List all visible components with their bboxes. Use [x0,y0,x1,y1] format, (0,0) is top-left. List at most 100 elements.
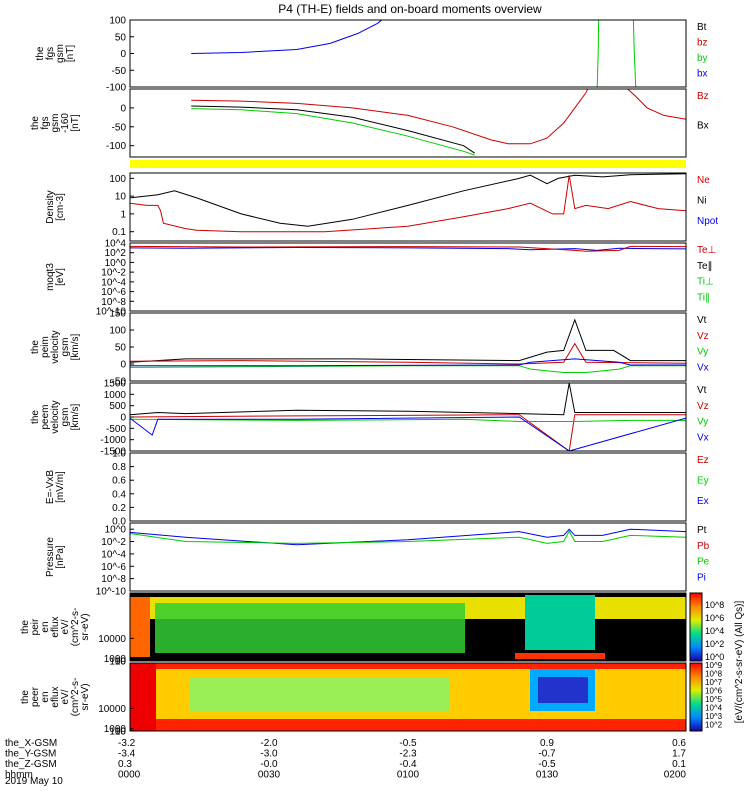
y-axis-label: eflux [50,686,61,707]
legend-label: Vx [697,432,709,443]
series-by-line [596,20,600,87]
y-axis-label: [km/s] [70,333,81,360]
y-axis-label: sr-eV) [80,613,91,640]
y-axis-label: eV/ [60,689,71,704]
y-tick-label: 100 [109,174,126,185]
y-tick-label: 0.1 [112,227,126,238]
y-tick-label: 10 [115,656,127,667]
x-axis-row-label: the_X-GSM [5,738,57,749]
series-red-line [626,89,686,120]
series-ti-line [130,246,686,251]
y-tick-label: 0.8 [112,462,126,473]
x-axis-value: 0.3 [118,759,132,770]
series-pe-line [130,529,686,544]
y-tick-label: 10^-8 [101,574,126,585]
y-tick-label: 0.0 [112,517,126,528]
series-ne-line [130,175,686,233]
x-axis-value: 0130 [536,770,559,781]
y-axis-label: peir [30,618,41,635]
spectrogram-band-edge [130,663,156,731]
x-axis-value: 1.7 [672,749,686,760]
series-group-pressure [130,528,686,546]
colorbar-tick-label: 10^6 [705,613,724,623]
y-tick-label: 50 [115,343,127,354]
colorbar-top [689,592,703,662]
y-tick-label: 10^-2 [101,537,126,548]
spectrogram-band-mid [190,677,450,711]
legend-label: Vy [697,347,708,358]
series-vy-line [130,365,686,373]
series-vz-line [130,414,686,451]
y-tick-label: 1.0 [112,449,126,460]
legend-label: by [697,53,708,64]
colorbar-tick-label: 10^6 [705,687,723,696]
x-axis-value: -2.0 [260,738,278,749]
y-axis-label: (cm^2-s- [70,678,81,717]
series-group-fgs-gsm [191,20,637,87]
x-axis-value: -0.7 [538,749,556,760]
colorbar-tick-label: 10^4 [705,704,723,713]
y-tick-label: 10000 [98,634,126,645]
y-tick-label: 10^-10 [96,587,127,598]
series-bx-line [191,20,383,54]
y-axis-label: the [30,340,41,354]
y-tick-label: 0.2 [112,503,126,514]
y-axis-label: (cm^2-s- [70,608,81,647]
colorbar-tick-label: 10^5 [705,695,723,704]
legend-label: Te⊥ [697,245,716,256]
series-by-line [632,20,637,87]
y-tick-label: 10^-6 [101,562,126,573]
colorbar-bottom [689,662,703,732]
legend-label: Ex [697,496,709,507]
series-group-peim-velocity [130,318,686,373]
y-tick-label: 0.6 [112,476,126,487]
y-tick-label: -50 [112,66,127,77]
y-axis-label: [nT] [70,114,81,131]
series-black-line [191,105,475,154]
y-tick-label: 10000 [98,704,126,715]
spectrogram-peer-en-eflux [130,663,686,731]
y-tick-label: -1000 [100,435,126,446]
y-tick-label: 100 [109,656,126,667]
panel-density: 100 10 1 0.1 Density [cm-3] Ne Ni Npot [45,172,718,242]
y-tick-label: 10^4 [105,239,127,250]
series-group-peem-velocity [130,383,686,451]
legend-label: Vt [697,385,707,396]
x-axis-value: -3.2 [118,738,136,749]
panel-frame [129,452,687,522]
x-axis-row-label: the_Z-GSM [5,759,57,770]
x-axis-value: -0.4 [399,759,417,770]
y-tick-label: 10^0 [105,258,127,269]
series-ni-line [130,173,686,227]
legend-label: Pi [697,572,706,583]
x-axis-row-label: hhmm [5,770,33,781]
spectrogram-band-active [525,595,595,650]
y-axis-label: en [40,691,51,702]
series-green-line [191,108,475,156]
y-axis-label: [nT] [65,45,76,62]
x-axis-value: 0030 [258,770,281,781]
y-axis-label: sr-eV) [80,683,91,710]
legend-label: bz [697,38,708,49]
y-tick-label: 10 [115,726,127,737]
y-tick-label: 0 [120,360,126,371]
x-axis-value: -2.3 [399,749,417,760]
y-axis-label: Density [45,190,56,223]
x-axis-value: 0.6 [672,738,686,749]
y-tick-label: 50 [115,32,127,43]
legend-label: Te∥ [697,261,713,272]
series-group-density [130,173,686,233]
y-tick-label: 10^-10 [96,307,127,318]
colorbar-tick-label: 10^0 [705,652,724,662]
x-axis-value: 0100 [397,770,420,781]
y-tick-label: 10 [115,192,127,203]
panel-frame [129,592,687,662]
legend-label: Pb [697,541,710,552]
x-axis-value: -3.4 [118,749,136,760]
legend-label: Bx [697,121,709,132]
x-axis-value: 0000 [118,770,141,781]
